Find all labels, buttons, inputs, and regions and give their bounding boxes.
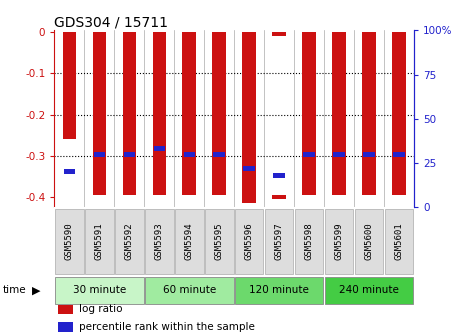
- Text: GSM5598: GSM5598: [305, 222, 314, 260]
- Text: 240 minute: 240 minute: [339, 285, 399, 295]
- Text: percentile rank within the sample: percentile rank within the sample: [79, 322, 255, 332]
- FancyBboxPatch shape: [355, 209, 383, 274]
- Bar: [302, 32, 316, 195]
- FancyBboxPatch shape: [55, 209, 84, 274]
- Text: GSM5600: GSM5600: [364, 222, 374, 260]
- Bar: [303, 152, 315, 157]
- Text: GSM5593: GSM5593: [155, 222, 164, 260]
- Bar: [152, 32, 166, 195]
- Bar: [363, 152, 375, 157]
- Text: GSM5601: GSM5601: [394, 222, 403, 260]
- FancyBboxPatch shape: [324, 209, 353, 274]
- FancyBboxPatch shape: [205, 209, 234, 274]
- Bar: [123, 32, 136, 195]
- Bar: [393, 152, 404, 157]
- FancyBboxPatch shape: [175, 209, 203, 274]
- FancyBboxPatch shape: [295, 209, 324, 274]
- FancyBboxPatch shape: [55, 277, 144, 304]
- Bar: [58, 304, 73, 314]
- Text: time: time: [2, 285, 26, 295]
- FancyBboxPatch shape: [145, 209, 174, 274]
- Text: ▶: ▶: [32, 285, 41, 295]
- Text: GSM5592: GSM5592: [125, 222, 134, 260]
- Bar: [94, 152, 105, 157]
- Bar: [58, 322, 73, 332]
- Bar: [244, 166, 255, 171]
- Bar: [213, 152, 225, 157]
- Bar: [273, 173, 285, 178]
- Bar: [123, 152, 135, 157]
- Bar: [184, 152, 195, 157]
- Text: GSM5596: GSM5596: [245, 222, 254, 260]
- Text: log ratio: log ratio: [79, 304, 123, 314]
- FancyBboxPatch shape: [145, 277, 234, 304]
- Bar: [183, 32, 196, 195]
- FancyBboxPatch shape: [235, 209, 263, 274]
- Text: GSM5594: GSM5594: [184, 222, 194, 260]
- FancyBboxPatch shape: [115, 209, 144, 274]
- Bar: [272, 32, 286, 36]
- Bar: [272, 195, 286, 199]
- Bar: [64, 169, 75, 174]
- Bar: [93, 32, 106, 195]
- Text: GSM5590: GSM5590: [65, 222, 74, 260]
- Text: GSM5597: GSM5597: [274, 222, 284, 260]
- Bar: [154, 146, 165, 151]
- Bar: [392, 32, 406, 195]
- FancyBboxPatch shape: [235, 277, 324, 304]
- Bar: [212, 32, 226, 195]
- FancyBboxPatch shape: [385, 209, 413, 274]
- Bar: [242, 32, 256, 203]
- Text: GSM5599: GSM5599: [334, 222, 343, 260]
- FancyBboxPatch shape: [85, 209, 114, 274]
- Text: 60 minute: 60 minute: [163, 285, 216, 295]
- Text: GSM5591: GSM5591: [95, 222, 104, 260]
- Text: GSM5595: GSM5595: [215, 222, 224, 260]
- Bar: [362, 32, 376, 195]
- Bar: [332, 32, 346, 195]
- Text: 120 minute: 120 minute: [249, 285, 309, 295]
- FancyBboxPatch shape: [265, 209, 293, 274]
- Text: GDS304 / 15711: GDS304 / 15711: [54, 15, 168, 29]
- Bar: [62, 32, 76, 139]
- Bar: [333, 152, 345, 157]
- FancyBboxPatch shape: [324, 277, 413, 304]
- Text: 30 minute: 30 minute: [73, 285, 126, 295]
